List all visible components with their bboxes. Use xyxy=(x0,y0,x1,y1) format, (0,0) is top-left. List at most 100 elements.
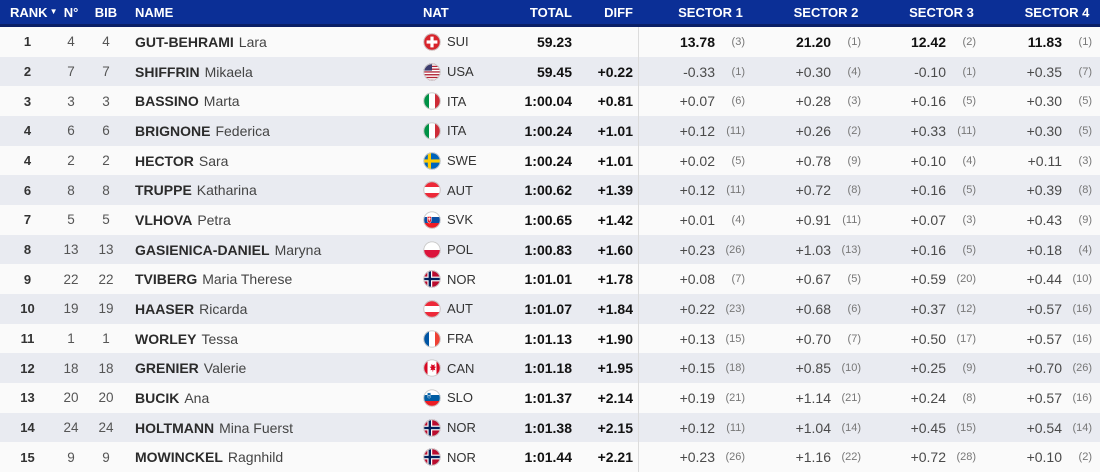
table-row[interactable]: 8 13 13 GASIENICA-DANIEL Maryna POL 1:00… xyxy=(0,234,1100,265)
sector1-value: +0.19 xyxy=(679,389,715,406)
table-row[interactable]: 2 7 7 SHIFFRIN Mikaela USA 59.45 +0.22 -… xyxy=(0,56,1100,87)
nat-code: FRA xyxy=(447,331,473,347)
rank-cell: 9 xyxy=(23,271,32,287)
sector1-rank: (11) xyxy=(726,421,745,434)
table-row[interactable]: 4 6 6 BRIGNONE Federica ITA 1:00.24 +1.0… xyxy=(0,116,1100,146)
rank-cell: 8 xyxy=(23,242,32,258)
total-time-cell: 1:00.62 xyxy=(524,182,572,199)
bib-cell: 9 xyxy=(102,449,110,465)
athlete-surname: BASSINO xyxy=(135,93,199,110)
sector1-cell: +0.23 (26) xyxy=(638,234,753,265)
athlete-surname: GASIENICA-DANIEL xyxy=(135,241,270,258)
sector3-value: +0.24 xyxy=(910,389,946,406)
start-number-cell: 3 xyxy=(67,93,75,109)
nat-code: USA xyxy=(447,64,474,79)
col-header-sector3[interactable]: SECTOR 3 xyxy=(909,4,974,20)
table-row[interactable]: 3 3 3 BASSINO Marta ITA 1:00.04 +0.81 +0… xyxy=(0,86,1100,117)
sector3-value: +0.59 xyxy=(910,271,946,288)
sector2-cell: +1.16 (22) xyxy=(753,442,869,472)
col-header-sector2[interactable]: SECTOR 2 xyxy=(793,4,859,20)
col-header-diff[interactable]: DIFF xyxy=(604,4,633,20)
table-row[interactable]: 1 4 4 GUT-BEHRAMI Lara SUI 59.23 13.78 (3… xyxy=(0,27,1100,57)
sector1-cell: +0.02 (5) xyxy=(638,145,753,176)
bib-cell: 5 xyxy=(102,212,110,228)
sector3-rank: (11) xyxy=(957,124,976,137)
sector2-value: +0.67 xyxy=(795,271,831,288)
col-header-start-number[interactable]: N° xyxy=(63,4,79,20)
table-row[interactable]: 4 2 2 HECTOR Sara SWE 1:00.24 +1.01 +0.0… xyxy=(0,145,1100,176)
sector4-cell: +0.35 (7) xyxy=(984,57,1100,87)
bib-cell: 19 xyxy=(98,301,114,317)
diff-cell: +2.14 xyxy=(597,389,633,406)
sector4-rank: (4) xyxy=(1078,243,1092,256)
sector2-rank: (6) xyxy=(847,302,861,315)
table-row[interactable]: 11 1 1 WORLEY Tessa FRA 1:01.13 +1.90 +0… xyxy=(0,323,1100,354)
sector2-cell: +0.91 (11) xyxy=(753,205,869,235)
athlete-surname: HOLTMANN xyxy=(135,419,215,436)
sector3-cell: +0.07 (3) xyxy=(869,205,984,235)
nat-code: AUT xyxy=(447,301,473,317)
nat-cell: SLO xyxy=(415,383,495,413)
athlete-firstname: Lara xyxy=(238,33,267,50)
start-number-cell: 1 xyxy=(67,331,75,347)
sector3-cell: +0.25 (9) xyxy=(869,353,984,383)
start-number-cell: 4 xyxy=(67,34,75,50)
nat-cell: FRA xyxy=(415,324,495,354)
sector3-rank: (15) xyxy=(956,421,976,434)
start-number-cell: 19 xyxy=(63,301,79,317)
col-header-rank[interactable]: RANK ▼ xyxy=(0,0,57,24)
rank-cell: 6 xyxy=(23,182,32,198)
col-header-total[interactable]: TOTAL xyxy=(529,4,572,20)
athlete-firstname: Petra xyxy=(197,211,231,228)
name-cell: BRIGNONE Federica xyxy=(125,116,415,146)
table-row[interactable]: 15 9 9 MOWINCKEL Ragnhild NOR 1:01.44 +2… xyxy=(0,442,1100,473)
col-header-sector4[interactable]: SECTOR 4 xyxy=(1024,4,1090,20)
col-header-nat[interactable]: NAT xyxy=(423,4,449,20)
flag-icon xyxy=(423,359,441,377)
table-row[interactable]: 14 24 24 HOLTMANN Mina Fuerst NOR 1:01.3… xyxy=(0,412,1100,443)
sector2-rank: (22) xyxy=(841,451,861,464)
sector2-cell: +0.30 (4) xyxy=(753,57,869,87)
athlete-firstname: Mikaela xyxy=(204,63,253,80)
sector1-cell: +0.19 (21) xyxy=(638,383,753,413)
sector2-value: +0.26 xyxy=(795,122,831,139)
bib-cell: 13 xyxy=(98,242,114,258)
nat-code: CAN xyxy=(447,360,475,376)
sector3-cell: +0.59 (20) xyxy=(869,264,984,294)
sector2-cell: +0.67 (5) xyxy=(753,264,869,294)
sector2-rank: (3) xyxy=(847,95,861,108)
sector1-cell: +0.07 (6) xyxy=(638,86,753,117)
name-cell: BUCIK Ana xyxy=(125,383,415,413)
table-row[interactable]: 10 19 19 HAASER Ricarda AUT 1:01.07 +1.8… xyxy=(0,294,1100,324)
sector4-cell: +0.57 (16) xyxy=(984,324,1100,354)
sector4-rank: (16) xyxy=(1072,391,1092,404)
col-header-sector1[interactable]: SECTOR 1 xyxy=(678,4,743,20)
sector3-value: +0.16 xyxy=(910,182,946,199)
sector3-value: +0.50 xyxy=(910,330,946,347)
sector2-value: +1.14 xyxy=(795,389,831,406)
flag-icon xyxy=(423,122,441,140)
nat-cell: ITA xyxy=(415,86,495,116)
sector2-cell: +0.70 (7) xyxy=(753,324,869,354)
sector3-cell: 12.42 (2) xyxy=(869,27,984,57)
sector4-value: +0.30 xyxy=(1026,122,1062,139)
table-row[interactable]: 13 20 20 BUCIK Ana SLO 1:01.37 +2.14 +0.… xyxy=(0,383,1100,413)
bib-cell: 20 xyxy=(98,390,114,406)
table-row[interactable]: 7 5 5 VLHOVA Petra SVK 1:00.65 +1.42 +0.… xyxy=(0,205,1100,235)
nat-cell: POL xyxy=(415,235,495,265)
sector1-rank: (26) xyxy=(725,243,745,256)
col-header-name[interactable]: NAME xyxy=(135,4,174,20)
sector1-value: +0.07 xyxy=(679,93,715,110)
table-row[interactable]: 12 18 18 GRENIER Valerie CAN 1:01.18 +1.… xyxy=(0,353,1100,384)
table-row[interactable]: 9 22 22 TVIBERG Maria Therese NOR 1:01.0… xyxy=(0,264,1100,295)
name-cell: GRENIER Valerie xyxy=(125,353,415,383)
flag-icon xyxy=(423,300,441,318)
sector1-cell: -0.33 (1) xyxy=(638,56,753,87)
name-cell: TRUPPE Katharina xyxy=(125,175,415,205)
start-number-cell: 9 xyxy=(67,449,75,465)
sector1-rank: (4) xyxy=(731,213,745,226)
table-row[interactable]: 6 8 8 TRUPPE Katharina AUT 1:00.62 +1.39… xyxy=(0,175,1100,206)
nat-cell: USA xyxy=(415,57,495,87)
col-header-bib[interactable]: BIB xyxy=(94,4,118,20)
name-cell: HECTOR Sara xyxy=(125,146,415,176)
